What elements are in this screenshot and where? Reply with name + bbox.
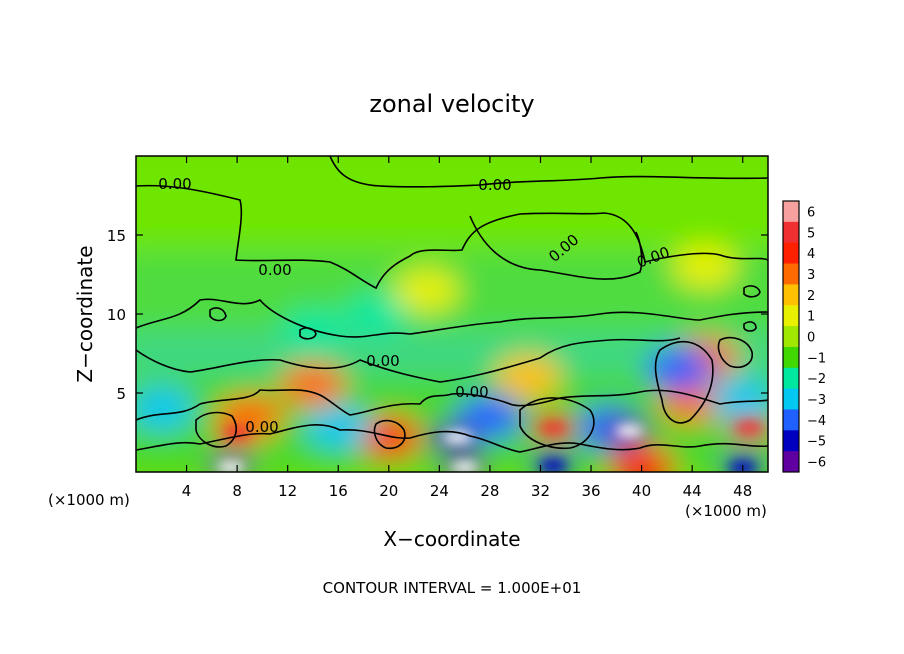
colorbar-swatch: [783, 451, 799, 473]
colorbar-label: −4: [807, 414, 826, 429]
field-cell: [355, 415, 422, 460]
x-tick-label: 24: [430, 482, 449, 500]
x-axis: 4 8 12 16 20 24 28 32 36 40 44 48: [182, 156, 752, 500]
y-tick-label: 10: [107, 306, 126, 324]
x-axis-label: X−coordinate: [383, 527, 520, 551]
colorbar-swatch: [783, 388, 799, 410]
colorbar-label: 2: [807, 289, 815, 304]
colorbar-label: 5: [807, 226, 815, 241]
field-cell: [343, 292, 410, 336]
x-tick-label: 4: [182, 482, 192, 500]
colorbar-label: −3: [807, 393, 826, 408]
colorbar-label: 4: [807, 247, 815, 262]
colorbar-swatch: [783, 263, 799, 285]
x-tick-label: 28: [480, 482, 499, 500]
colorbar-swatch: [783, 242, 799, 265]
contour-label: 0.00: [455, 383, 488, 401]
field-core: [216, 461, 245, 472]
colorbar-swatch: [783, 305, 799, 327]
colorbar-swatch: [783, 367, 799, 390]
x-tick-label: 12: [278, 482, 297, 500]
field-cell: [136, 386, 195, 431]
colorbar-swatch: [783, 201, 799, 223]
field-cell: [709, 377, 768, 422]
contour-line: [469, 215, 643, 280]
colorbar-label: −6: [807, 456, 826, 471]
field-core: [450, 461, 479, 472]
x-tick-label: 48: [733, 482, 752, 500]
field-cell: [671, 244, 738, 289]
x-tick-label: 32: [531, 482, 550, 500]
contour-line: [136, 337, 681, 383]
x-tick-label: 40: [632, 482, 651, 500]
colorbar-frame: [782, 200, 800, 473]
x-tick-label: 44: [683, 482, 702, 500]
contour-line: [654, 341, 714, 424]
colorbar-label: 0: [807, 331, 815, 346]
field-cell: [393, 268, 460, 313]
y-axis: 5 10 15: [107, 227, 768, 403]
contour-line: [373, 419, 406, 450]
field-cell: [305, 405, 372, 450]
y-tick-label: 5: [116, 385, 126, 403]
contour-line: [136, 389, 768, 421]
contour-line: [136, 184, 768, 290]
colorbar-label: 6: [807, 205, 815, 220]
contour-line: [743, 321, 757, 332]
colorbar-swatch: [783, 326, 799, 348]
zero-contours: [136, 156, 768, 453]
field-cell: [646, 347, 713, 392]
contour-line: [519, 397, 595, 450]
field-core: [539, 421, 568, 434]
colorbar-swatch: [783, 221, 799, 244]
x-unit-left: (×1000 m): [48, 491, 130, 509]
field-core: [539, 459, 568, 472]
colorbar-label: 1: [807, 310, 815, 325]
contour-line: [299, 327, 317, 340]
colorbar-swatch: [783, 346, 799, 369]
field-core: [614, 424, 643, 437]
colorbar-swatch: [783, 430, 799, 452]
colorbar-swatch: [783, 409, 799, 431]
x-tick-label: 8: [232, 482, 242, 500]
contour-label: 0.00: [258, 261, 291, 279]
field-cell: [279, 363, 346, 408]
colorbar-label: −5: [807, 435, 826, 450]
field-core: [735, 421, 764, 434]
chart-title: zonal velocity: [369, 90, 534, 118]
contour-label: 0.00: [245, 418, 278, 436]
contour-label: 0.00: [366, 352, 399, 370]
contour-line: [717, 336, 753, 368]
contour-line: [136, 298, 768, 338]
y-tick-label: 15: [107, 227, 126, 245]
contour-interval-note: CONTOUR INTERVAL = 1.000E+01: [323, 579, 582, 597]
field-band: [136, 156, 768, 251]
velocity-field-detail: [216, 421, 764, 472]
contour-line: [136, 424, 768, 453]
contour-line: [329, 156, 768, 188]
y-axis-label: Z−coordinate: [73, 245, 97, 382]
x-tick-label: 36: [581, 482, 600, 500]
colorbar-label: −1: [807, 351, 826, 366]
colorbar-swatch: [783, 284, 799, 306]
contour-label: 0.00: [158, 175, 191, 193]
contour-line: [209, 307, 227, 322]
field-cell: [456, 394, 523, 439]
x-tick-label: 16: [329, 482, 348, 500]
plot-area: 0.000.000.000.00 0.000.000.000.00: [136, 156, 768, 472]
colorbar: 6 5 4 3 2 1 0 −1 −2 −3 −4 −5 −6: [782, 200, 826, 473]
x-tick-label: 20: [379, 482, 398, 500]
x-unit-right: (×1000 m): [685, 502, 767, 520]
colorbar-label: 3: [807, 268, 815, 283]
field-cell: [608, 445, 675, 472]
contour-line: [195, 411, 238, 448]
colorbar-label: −2: [807, 372, 826, 387]
contour-line: [743, 285, 761, 298]
contour-label: 0.00: [478, 176, 511, 194]
